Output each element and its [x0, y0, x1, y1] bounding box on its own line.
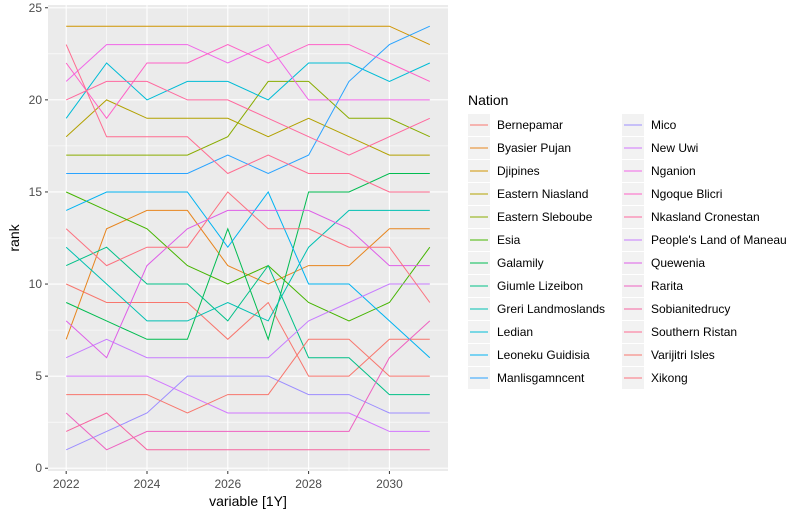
- legend-item-southern-ristan: Southern Ristan: [622, 321, 737, 343]
- series-line-esia: [65, 191, 431, 322]
- legend-label: Galamily: [497, 256, 544, 270]
- legend-item-xikong: Xikong: [622, 367, 688, 389]
- legend-label: Esia: [497, 233, 521, 247]
- legend-item-quewenia: Quewenia: [622, 252, 705, 274]
- legend-label: Eastern Sleboube: [497, 210, 593, 224]
- series-line-new-uwi: [66, 375, 430, 432]
- legend-item-manlisgamncent: Manlisgamncent: [468, 367, 585, 389]
- legend-label: Eastern Niasland: [497, 187, 588, 201]
- legend-label: Ledian: [497, 325, 533, 339]
- y-tick-label: 5: [35, 369, 42, 383]
- legend-label: Manlisgamncent: [497, 371, 585, 385]
- legend-item-galamily: Galamily: [468, 252, 544, 274]
- legend-label: Nganion: [651, 164, 696, 178]
- series-line-rarita: [65, 320, 431, 451]
- series-line-djipines: [66, 25, 431, 46]
- legend-item-bernepamar: Bernepamar: [468, 114, 563, 136]
- legend-item-djipines: Djipines: [468, 160, 540, 182]
- legend-item-new-uwi: New Uwi: [622, 137, 698, 159]
- legend-label: People's Land of Maneau: [651, 233, 787, 247]
- y-tick-label: 10: [29, 277, 43, 291]
- legend-item-nganion: Nganion: [622, 160, 696, 182]
- legend-item-leoneku-guidisia: Leoneku Guidisia: [468, 344, 590, 366]
- legend-item-greri-landmoslands: Greri Landmoslands: [468, 298, 605, 320]
- legend-label: Mico: [651, 118, 677, 132]
- legend-label: Byasier Pujan: [497, 141, 571, 155]
- y-tick-label: 25: [29, 1, 43, 15]
- legend-label: Greri Landmoslands: [497, 302, 605, 316]
- y-tick-label: 15: [29, 185, 43, 199]
- series-line-ngoque-blicri: [65, 44, 431, 120]
- series-lines: [65, 25, 431, 451]
- series-line-nkasland-cronestan: [65, 80, 431, 156]
- series-line-people-s-land-of-maneau: [65, 283, 430, 359]
- legend-item-eastern-niasland: Eastern Niasland: [468, 183, 588, 205]
- legend-label: Southern Ristan: [651, 325, 737, 339]
- legend-item-ledian: Ledian: [468, 321, 533, 343]
- series-line-sobianitedrucy: [65, 412, 430, 451]
- legend-item-esia: Esia: [468, 229, 521, 251]
- series-line-giumle-lizeibon: [65, 246, 430, 396]
- legend-item-ngoque-blicri: Ngoque Blicri: [622, 183, 722, 205]
- legend-label: Ngoque Blicri: [651, 187, 722, 201]
- legend-label: Rarita: [651, 279, 683, 293]
- legend-title: Nation: [468, 92, 508, 108]
- legend-item-mico: Mico: [622, 114, 677, 136]
- legend-label: Leoneku Guidisia: [497, 348, 590, 362]
- legend-item-byasier-pujan: Byasier Pujan: [468, 137, 571, 159]
- y-tick-label: 0: [35, 461, 42, 475]
- legend-item-eastern-sleboube: Eastern Sleboube: [468, 206, 593, 228]
- legend-label: Varijitri Isles: [651, 348, 715, 362]
- legend-item-sobianitedrucy: Sobianitedrucy: [622, 298, 730, 320]
- series-line-varijitri-isles: [66, 338, 430, 414]
- legend-item-rarita: Rarita: [622, 275, 683, 297]
- x-tick-label: 2022: [53, 477, 80, 491]
- legend-label: Giumle Lizeibon: [497, 279, 583, 293]
- y-axis-title: rank: [6, 223, 22, 251]
- series-line-southern-ristan: [65, 44, 430, 193]
- series-line-leoneku-guidisia: [65, 191, 431, 359]
- y-axis: 0 5 10 15 20 25: [29, 1, 48, 475]
- legend-label: New Uwi: [651, 141, 698, 155]
- legend-label: Djipines: [497, 164, 540, 178]
- legend-item-people-s-land-of-maneau: People's Land of Maneau: [622, 229, 787, 251]
- series-line-greri-landmoslands: [65, 209, 430, 322]
- legend-label: Xikong: [651, 371, 688, 385]
- series-line-xikong: [65, 191, 431, 303]
- legend-item-giumle-lizeibon: Giumle Lizeibon: [468, 275, 583, 297]
- legend: Bernepamar Byasier Pujan Djipines Eastern N…: [468, 114, 787, 389]
- legend-label: Quewenia: [651, 256, 705, 270]
- legend-item-varijitri-isles: Varijitri Isles: [622, 344, 715, 366]
- grid-minor: [48, 5, 448, 471]
- x-tick-label: 2030: [376, 477, 403, 491]
- x-tick-label: 2028: [295, 477, 322, 491]
- series-line-mico: [65, 375, 430, 451]
- legend-item-nkasland-cronestan: Nkasland Cronestan: [622, 206, 760, 228]
- x-axis: 2022 2024 2026 2028 2030: [53, 471, 403, 491]
- x-tick-label: 2026: [214, 477, 241, 491]
- legend-label: Bernepamar: [497, 118, 563, 132]
- y-tick-label: 20: [29, 93, 43, 107]
- x-tick-label: 2024: [134, 477, 161, 491]
- legend-label: Nkasland Cronestan: [651, 210, 760, 224]
- x-axis-title: variable [1Y]: [209, 493, 287, 509]
- legend-label: Sobianitedrucy: [651, 302, 730, 316]
